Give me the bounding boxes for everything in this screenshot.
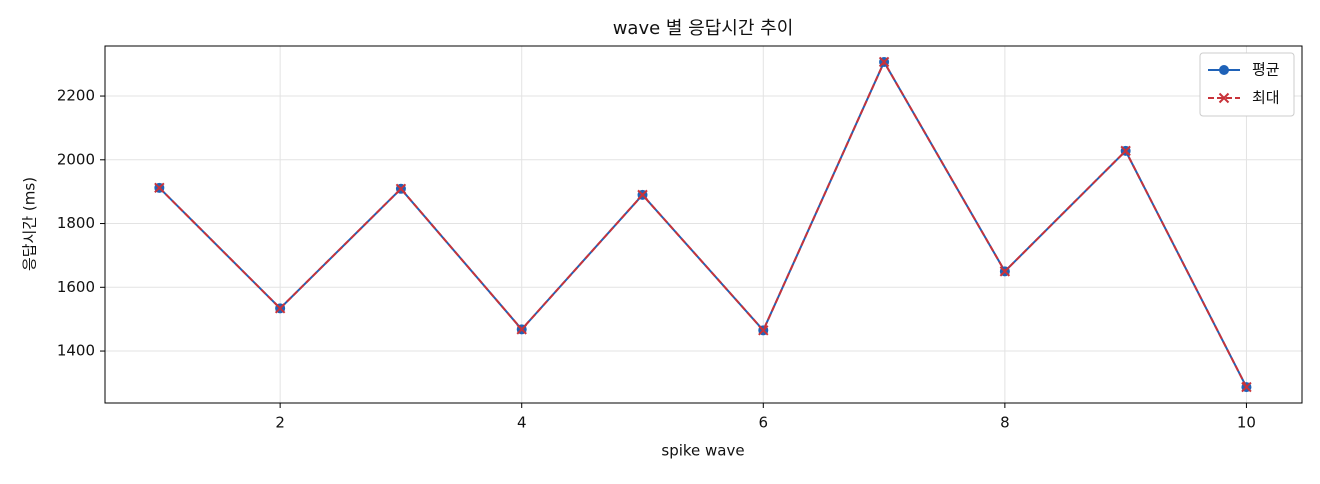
marker-stroke (274, 303, 286, 314)
x-tick-label: 8 (1000, 414, 1010, 432)
marker (999, 266, 1011, 277)
marker-stroke (1120, 145, 1131, 157)
legend-label: 최대 (1252, 89, 1280, 107)
y-tick-label: 2200 (57, 87, 95, 105)
marker (395, 183, 407, 195)
marker (516, 324, 527, 335)
legend-box (1199, 52, 1295, 117)
marker (1218, 92, 1230, 104)
marker (154, 182, 165, 194)
marker (274, 303, 286, 314)
marker-stroke (395, 183, 407, 195)
marker-stroke (1218, 92, 1230, 104)
y-tick-label: 1800 (57, 214, 95, 232)
marker-stroke (1241, 381, 1252, 393)
y-tick-label: 1400 (57, 342, 95, 360)
legend-label: 평균 (1252, 61, 1280, 79)
y-axis-label: 응답시간 (ms) (21, 177, 39, 271)
marker (1241, 381, 1252, 393)
x-tick-label: 6 (759, 414, 769, 432)
x-tick-label: 4 (517, 414, 527, 432)
marker-stroke (999, 266, 1011, 277)
marker-stroke (758, 325, 769, 336)
marker (1120, 145, 1131, 157)
marker-stroke (878, 56, 890, 68)
y-tick-label: 2000 (57, 150, 95, 168)
plot-frame (104, 45, 1303, 404)
chart-title: wave 별 응답시간 추이 (613, 18, 794, 39)
x-axis-label: spike wave (661, 442, 744, 460)
marker (758, 325, 769, 336)
marker-stroke (154, 182, 165, 194)
x-tick-label: 10 (1237, 414, 1256, 432)
x-tick-label: 2 (275, 414, 285, 432)
marker-stroke (637, 189, 648, 201)
marker-stroke (516, 324, 527, 335)
marker (637, 189, 648, 201)
marker (1219, 65, 1229, 75)
y-tick-label: 1600 (57, 278, 95, 296)
line (158, 59, 1248, 388)
marker (878, 56, 890, 68)
